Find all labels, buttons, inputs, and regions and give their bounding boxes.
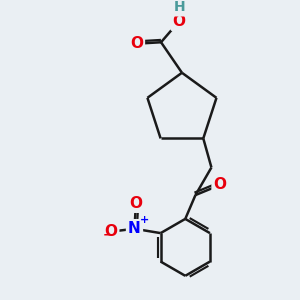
Text: −: − [103, 229, 113, 242]
Text: O: O [129, 196, 142, 211]
Text: N: N [128, 221, 141, 236]
Text: H: H [174, 0, 186, 14]
Text: O: O [172, 14, 185, 29]
Text: O: O [104, 224, 117, 239]
Text: +: + [140, 215, 149, 225]
Text: O: O [130, 36, 143, 51]
Text: O: O [214, 177, 226, 192]
